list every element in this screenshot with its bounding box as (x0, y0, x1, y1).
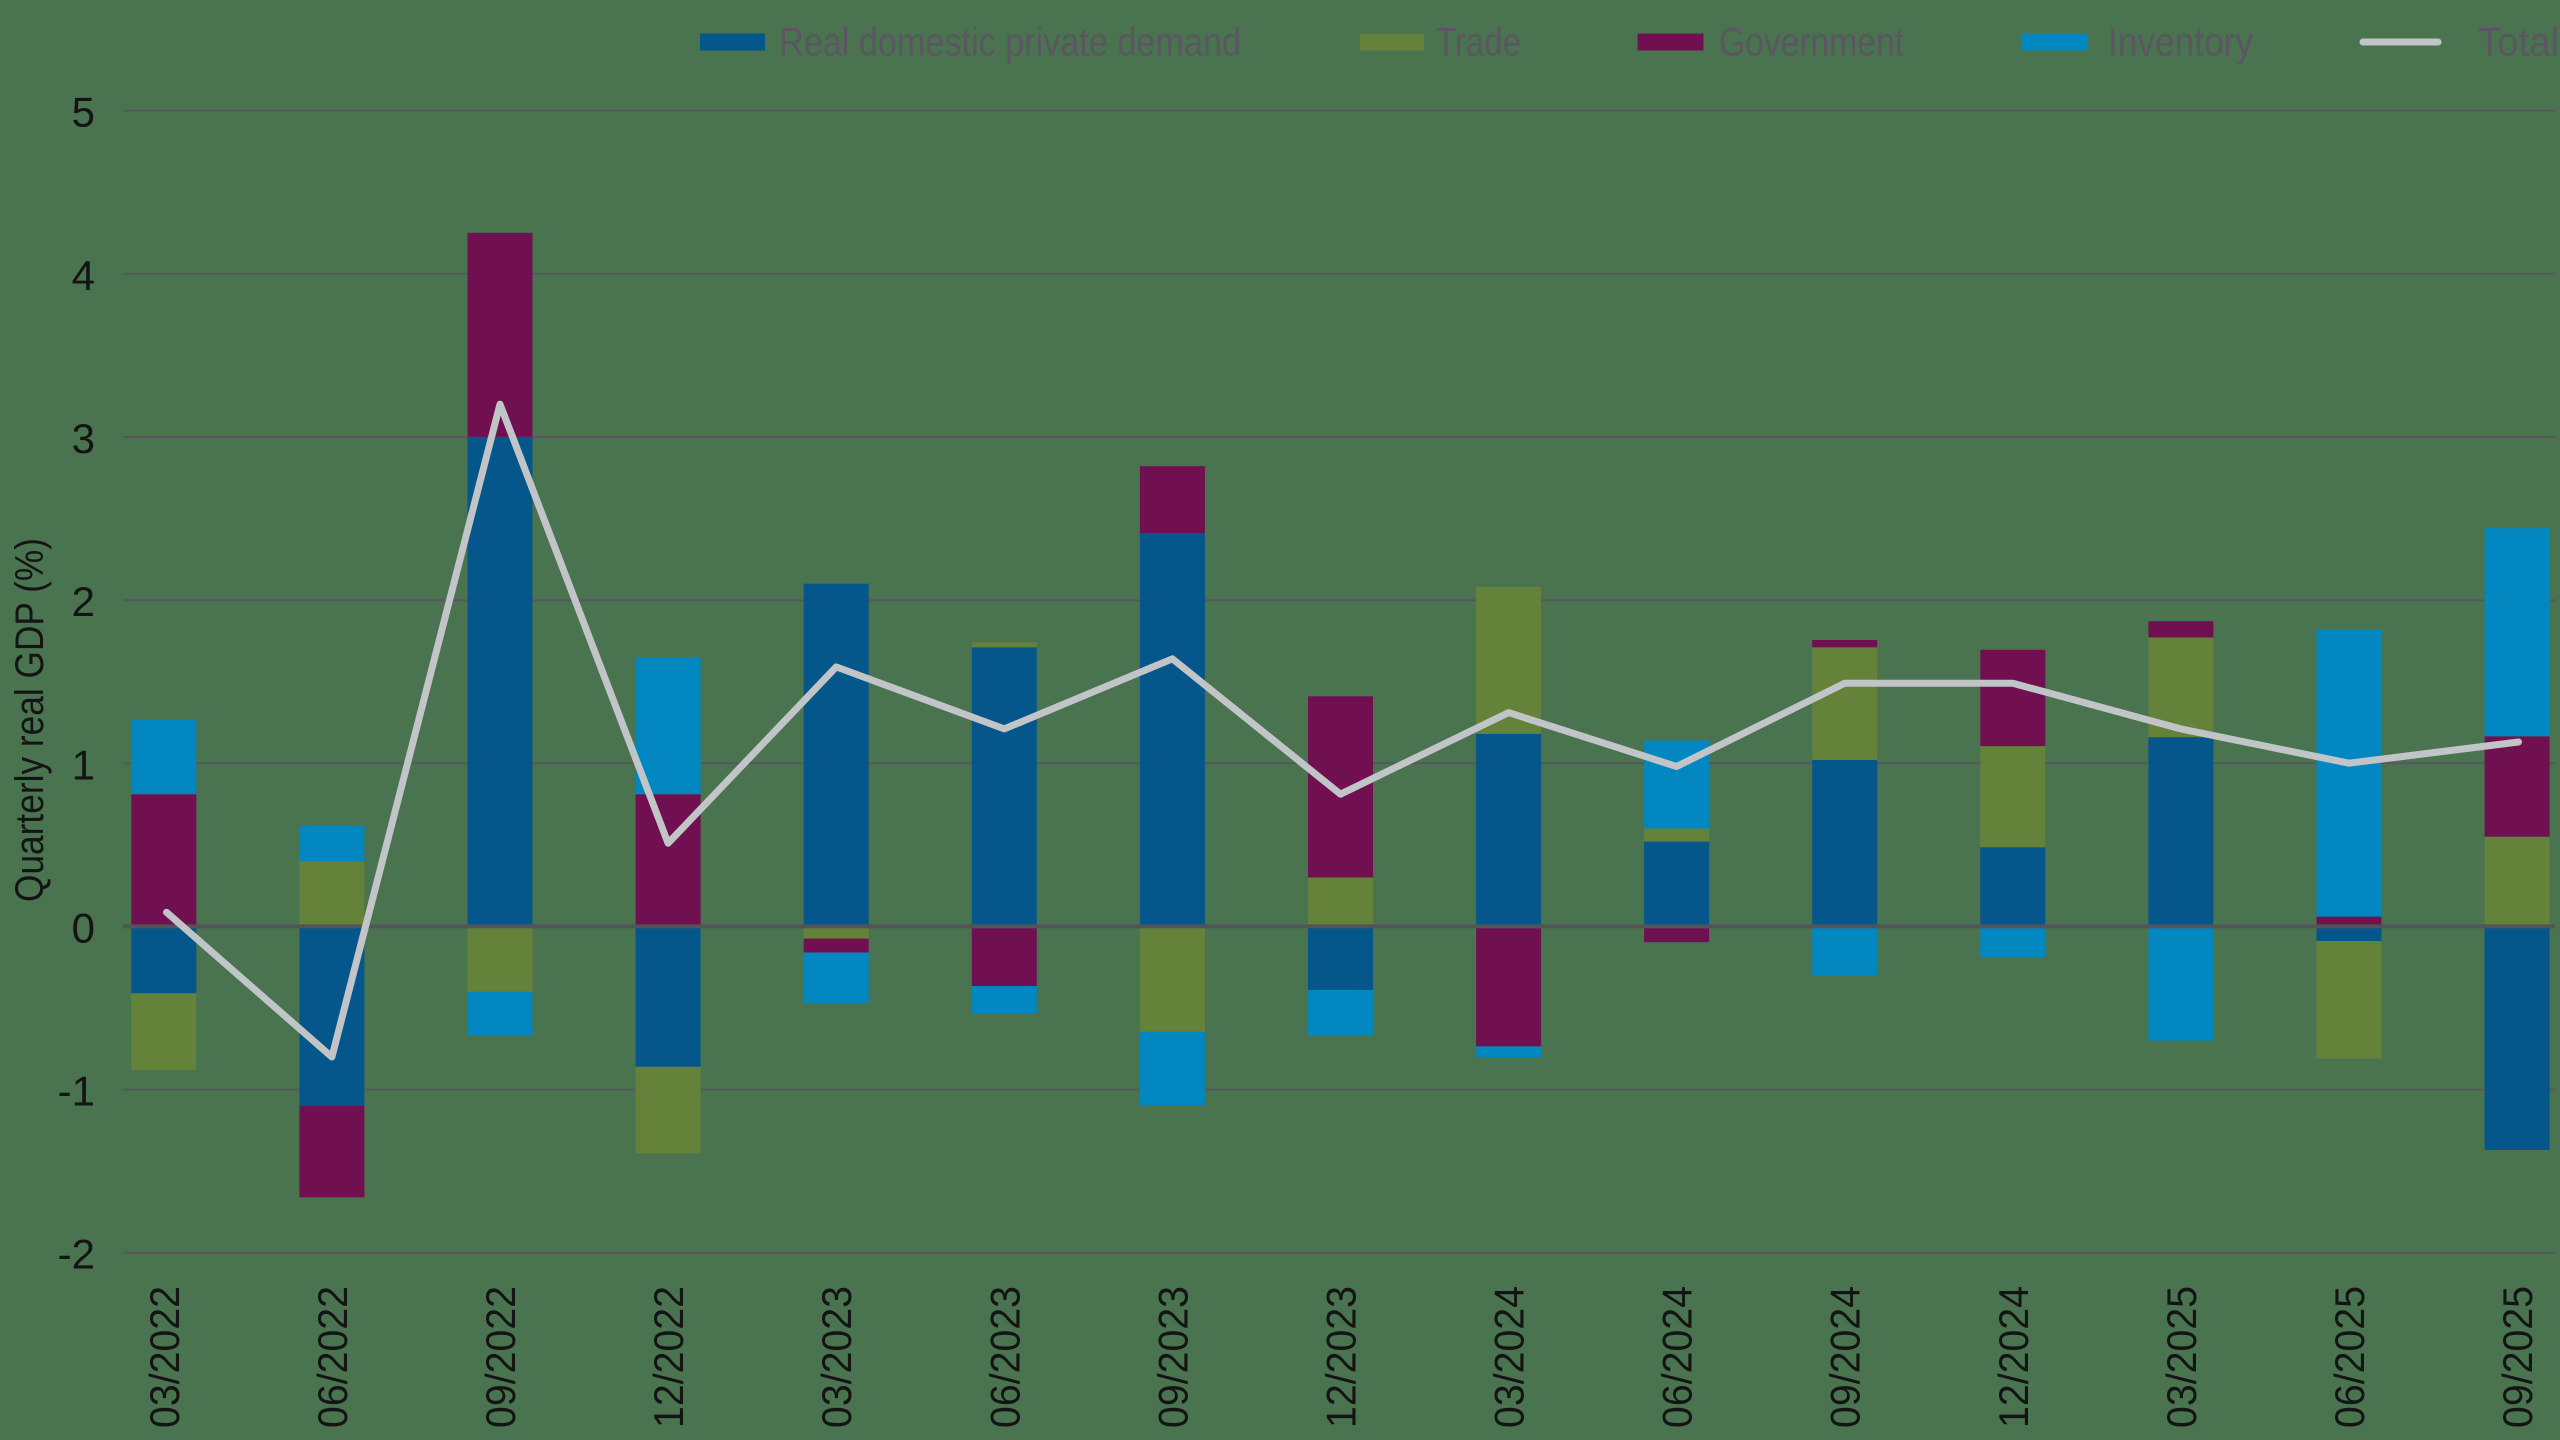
svg-text:09/2024: 09/2024 (1822, 1286, 1869, 1428)
svg-text:5: 5 (72, 89, 95, 136)
svg-text:03/2023: 03/2023 (813, 1286, 860, 1428)
svg-text:Inventory: Inventory (2108, 21, 2253, 65)
svg-text:Total: Total (2478, 21, 2559, 65)
svg-text:06/2025: 06/2025 (2326, 1286, 2373, 1428)
svg-text:12/2023: 12/2023 (1318, 1286, 1365, 1428)
svg-text:12/2022: 12/2022 (645, 1286, 692, 1428)
svg-text:06/2022: 06/2022 (309, 1286, 356, 1428)
svg-text:-1: -1 (58, 1068, 95, 1115)
svg-text:03/2022: 03/2022 (141, 1286, 188, 1428)
svg-text:09/2025: 09/2025 (2494, 1286, 2541, 1428)
svg-text:Real domestic private demand: Real domestic private demand (779, 21, 1241, 65)
svg-text:06/2024: 06/2024 (1654, 1286, 1701, 1428)
svg-text:1: 1 (72, 741, 95, 788)
svg-text:3: 3 (72, 415, 95, 462)
svg-text:12/2024: 12/2024 (1990, 1286, 2037, 1428)
svg-text:06/2023: 06/2023 (981, 1286, 1028, 1428)
svg-text:4: 4 (72, 252, 95, 299)
svg-text:Government: Government (1719, 21, 1904, 65)
svg-text:09/2022: 09/2022 (477, 1286, 524, 1428)
svg-text:2: 2 (72, 578, 95, 625)
svg-text:09/2023: 09/2023 (1149, 1286, 1196, 1428)
svg-text:03/2025: 03/2025 (2158, 1286, 2205, 1428)
svg-text:03/2024: 03/2024 (1486, 1286, 1533, 1428)
svg-text:Quarterly real GDP (%): Quarterly real GDP (%) (8, 538, 52, 902)
svg-text:-2: -2 (58, 1231, 95, 1278)
svg-text:Trade: Trade (1436, 21, 1521, 65)
svg-text:0: 0 (72, 904, 95, 951)
